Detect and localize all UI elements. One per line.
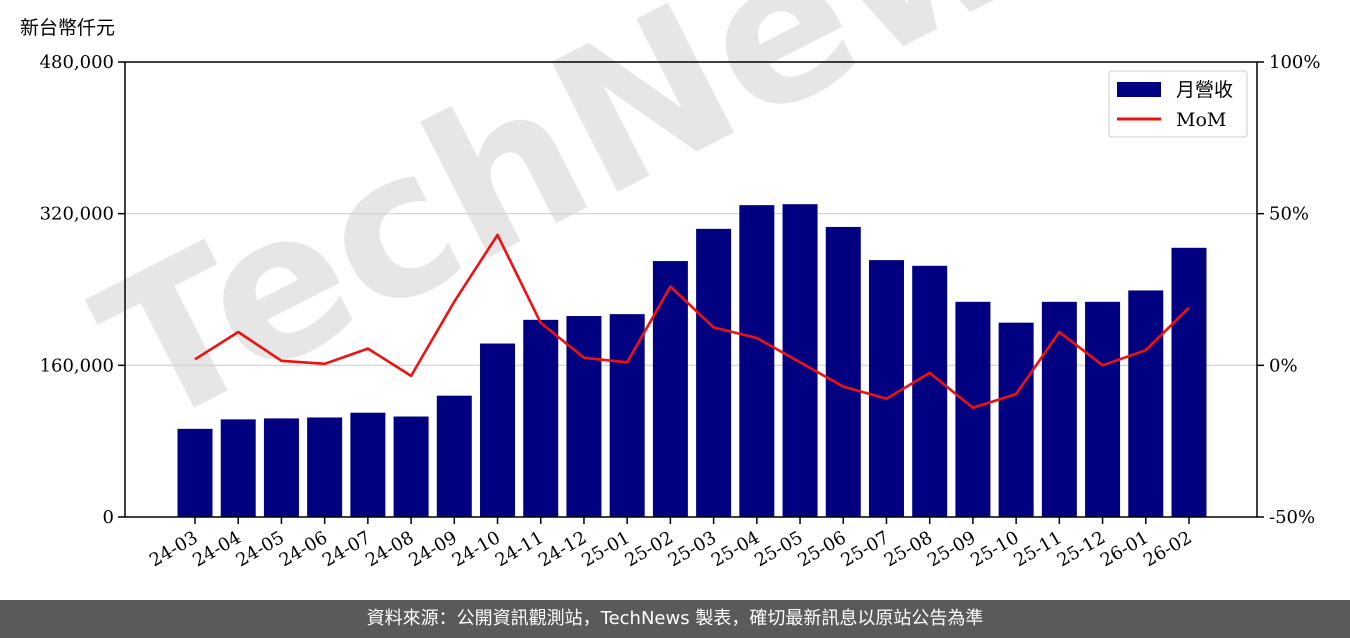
mom-line [194,233,1190,410]
x-tick-label: 25-03 [665,527,720,571]
x-tick-label: 24-09 [405,527,460,571]
bar [955,301,991,517]
x-tick-label: 25-05 [751,527,806,571]
x-tick-label: 24-11 [492,527,547,571]
bar [825,226,861,517]
legend-line-label: MoM [1176,109,1226,131]
bar [912,265,948,517]
bar [739,205,775,517]
bar [350,412,386,517]
bar [307,417,343,517]
x-tick-label: 24-10 [449,527,504,571]
bar [263,418,299,517]
x-tick-label: 26-02 [1140,527,1195,571]
x-tick-label: 25-07 [838,527,893,571]
x-tick-label: 25-12 [1054,527,1109,571]
legend-bar-label: 月營收 [1176,79,1233,101]
x-tick-label: 26-01 [1097,527,1152,571]
bar [609,314,645,517]
bar [480,343,516,517]
left-axis: 0 160,000 320,000 480,000 [40,52,125,528]
bar [393,416,429,517]
x-tick-label: 24-03 [146,527,201,571]
x-tick-label: 25-06 [794,527,849,571]
x-tick-label: 25-08 [881,527,936,571]
left-tick-label: 320,000 [40,204,114,225]
legend: 月營收 MoM [1108,70,1248,138]
x-tick-label: 25-04 [708,527,763,571]
x-tick-label: 24-12 [535,527,590,571]
right-tick-label: 50% [1269,204,1309,225]
x-axis: 24-0324-0424-0524-0624-0724-0824-0924-10… [146,517,1196,571]
bar [436,395,472,517]
legend-bar-swatch [1117,82,1161,97]
bar [1128,290,1164,517]
right-tick-label: 0% [1269,355,1298,376]
right-tick-label: -50% [1269,507,1315,528]
x-tick-label: 25-10 [967,527,1022,571]
left-tick-label: 480,000 [40,52,114,73]
right-axis: -50% 0% 50% 100% [1257,52,1320,528]
plot-frame [124,61,1258,518]
footer-source-note: 資料來源：公開資訊觀測站，TechNews 製表，確切最新訊息以原站公告為準 [0,600,1350,638]
bar [652,261,688,517]
bar [782,204,818,517]
bar [1085,301,1121,517]
bar [998,322,1034,517]
bar [523,319,559,517]
bar [696,228,732,518]
x-tick-label: 24-08 [362,527,417,571]
right-tick-label: 100% [1269,52,1320,73]
x-tick-label: 24-06 [276,527,331,571]
bar [1041,301,1077,517]
bar-series [177,204,1207,518]
bar [177,428,213,517]
bar [566,316,602,517]
left-tick-label: 160,000 [40,355,114,376]
bar [220,419,256,517]
line-series [194,233,1190,410]
x-tick-label: 24-04 [189,527,244,571]
bar [868,260,904,517]
left-axis-unit-label: 新台幣仟元 [20,17,115,39]
x-tick-label: 25-11 [1010,527,1065,571]
x-tick-label: 24-07 [319,527,374,571]
x-tick-label: 24-05 [232,527,287,571]
source-text: 資料來源：公開資訊觀測站，TechNews 製表，確切最新訊息以原站公告為準 [366,608,984,629]
x-tick-label: 25-01 [578,527,633,571]
bar [1171,247,1207,517]
left-tick-label: 0 [103,507,114,528]
x-tick-label: 25-09 [924,527,979,571]
x-tick-label: 25-02 [621,527,676,571]
